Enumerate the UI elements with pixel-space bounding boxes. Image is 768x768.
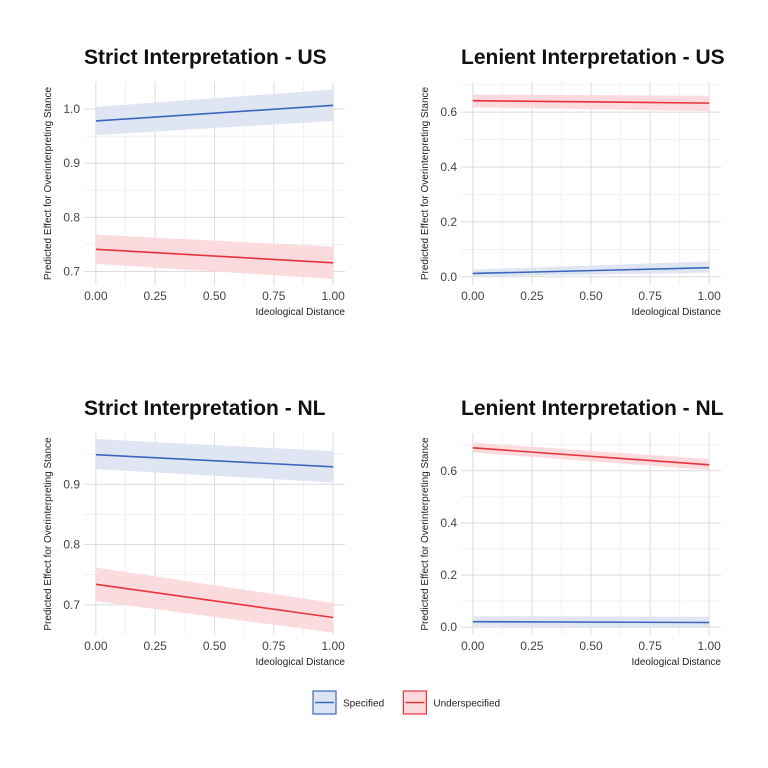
y-tick-label: 0.2 bbox=[440, 215, 457, 229]
x-tick-label: 0.50 bbox=[579, 639, 603, 653]
series-line-specified bbox=[472, 620, 710, 624]
y-tick-label: 0.9 bbox=[63, 477, 80, 491]
x-tick-label: 0.00 bbox=[461, 639, 485, 653]
series-line-underspecified bbox=[472, 99, 710, 104]
x-axis-label: Ideological Distance bbox=[256, 307, 346, 318]
y-axis-label: Predicted Effect for Overinterpreting St… bbox=[420, 86, 431, 280]
y-axis-label: Predicted Effect for Overinterpreting St… bbox=[420, 437, 431, 631]
y-tick-label: 0.0 bbox=[440, 270, 457, 284]
x-tick-label: 0.75 bbox=[638, 639, 662, 653]
y-tick-label: 0.0 bbox=[440, 620, 457, 634]
legend-label: Underspecified bbox=[433, 699, 500, 710]
y-tick-label: 0.6 bbox=[440, 105, 457, 119]
series-line-specified bbox=[95, 453, 334, 468]
x-tick-label: 0.75 bbox=[638, 289, 662, 303]
y-tick-label: 0.7 bbox=[63, 598, 80, 612]
x-tick-label: 0.25 bbox=[520, 639, 544, 653]
legend: Specified Underspecified bbox=[312, 690, 500, 715]
y-tick-label: 0.6 bbox=[440, 464, 457, 478]
chart-title: Strict Interpretation - US bbox=[84, 46, 327, 69]
y-tick-label: 0.8 bbox=[63, 538, 80, 552]
legend-item-underspecified: Underspecified bbox=[402, 690, 500, 715]
x-tick-label: 0.00 bbox=[84, 289, 108, 303]
x-tick-label: 0.25 bbox=[520, 289, 544, 303]
series-line-specified bbox=[472, 266, 710, 275]
x-tick-label: 1.00 bbox=[321, 289, 345, 303]
x-tick-label: 0.50 bbox=[579, 289, 603, 303]
legend-label: Specified bbox=[343, 699, 384, 710]
legend-item-specified: Specified bbox=[312, 690, 384, 715]
chart-title: Lenient Interpretation - US bbox=[461, 46, 725, 69]
series-line-underspecified bbox=[95, 583, 334, 619]
chart-panel-3: 0.00 0.25 0.50 0.75 1.00 0.7 0.8 0.9 Ideological… bbox=[43, 397, 345, 668]
confidence-band-underspecified bbox=[95, 234, 334, 280]
series-line-specified bbox=[95, 104, 334, 122]
x-tick-label: 0.50 bbox=[203, 289, 227, 303]
confidence-band-underspecified bbox=[472, 94, 710, 112]
chart-panel-4: 0.00 0.25 0.50 0.75 1.00 0.0 0.2 0.4 0.6 Ideologi… bbox=[420, 397, 724, 668]
y-tick-label: 0.7 bbox=[63, 264, 80, 278]
x-tick-label: 0.00 bbox=[84, 639, 108, 653]
series-line-underspecified bbox=[95, 248, 334, 264]
x-tick-label: 1.00 bbox=[321, 639, 345, 653]
y-tick-label: 0.4 bbox=[440, 160, 457, 174]
x-tick-label: 1.00 bbox=[698, 639, 722, 653]
panels: 0.00 0.25 0.50 0.75 1.00 0.7 0.8 0.9 1.0 Ideologi… bbox=[43, 46, 725, 668]
chart-title: Strict Interpretation - NL bbox=[84, 397, 326, 420]
x-tick-label: 0.75 bbox=[262, 289, 286, 303]
y-tick-label: 1.0 bbox=[63, 102, 80, 116]
chart-title: Lenient Interpretation - NL bbox=[461, 397, 724, 420]
x-tick-label: 0.00 bbox=[461, 289, 485, 303]
y-tick-label: 0.8 bbox=[63, 210, 80, 224]
x-axis-label: Ideological Distance bbox=[256, 657, 346, 668]
y-axis-label: Predicted Effect for Overinterpreting St… bbox=[43, 437, 54, 631]
series-line-underspecified bbox=[472, 447, 710, 466]
confidence-band-specified bbox=[472, 261, 710, 277]
x-tick-label: 0.75 bbox=[262, 639, 286, 653]
y-axis-label: Predicted Effect for Overinterpreting St… bbox=[43, 86, 54, 280]
chart-panel-1: 0.00 0.25 0.50 0.75 1.00 0.7 0.8 0.9 1.0 Ideologi… bbox=[43, 46, 345, 318]
chart-panel-2: 0.00 0.25 0.50 0.75 1.00 0.0 0.2 0.4 0.6 Ideologi… bbox=[420, 46, 725, 318]
x-tick-label: 0.25 bbox=[144, 639, 168, 653]
confidence-band-underspecified bbox=[95, 567, 334, 633]
x-tick-label: 0.25 bbox=[144, 289, 168, 303]
confidence-band-specified bbox=[95, 89, 334, 136]
y-tick-label: 0.2 bbox=[440, 568, 457, 582]
y-tick-label: 0.4 bbox=[440, 516, 457, 530]
x-axis-label: Ideological Distance bbox=[632, 657, 722, 668]
x-tick-label: 0.50 bbox=[203, 639, 227, 653]
x-axis-label: Ideological Distance bbox=[632, 307, 722, 318]
x-tick-label: 1.00 bbox=[698, 289, 722, 303]
y-tick-label: 0.9 bbox=[63, 156, 80, 170]
